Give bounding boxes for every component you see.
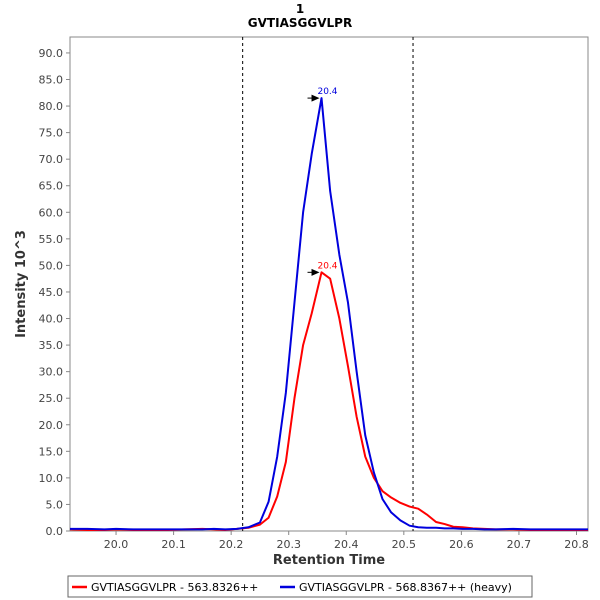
y-axis-label: Intensity 10^3 [14,230,29,338]
x-tick-label-0: 20.0 [104,538,129,551]
chart-title: 1 [296,2,304,16]
y-tick-label-16: 80.0 [39,100,64,113]
peak-boundaries [242,37,414,531]
y-tick-label-4: 20.0 [39,419,64,432]
y-tick-label-14: 70.0 [39,153,64,166]
x-axis-ticks: 20.0 20.1 20.2 20.3 20.4 20.5 20.6 20.7 20.8 [104,531,589,551]
plot-area [69,36,589,532]
y-tick-label-11: 55.0 [39,233,64,246]
y-tick-label-7: 35.0 [39,339,64,352]
y-tick-label-15: 75.0 [39,127,64,140]
x-tick-label-4: 20.4 [334,538,359,551]
peak-label-1: 20.4 [317,87,337,97]
y-tick-label-1: 5.0 [46,498,64,511]
series-lines [69,97,588,531]
y-tick-label-10: 50.0 [39,259,64,272]
y-tick-label-12: 60.0 [39,206,64,219]
y-tick-label-5: 25.0 [39,392,64,405]
series-line-1 [70,97,588,531]
y-axis-ticks: 0.0 5.0 10.0 15.0 20.0 25.0 30.0 35.0 40.0 45.0 50… [39,47,70,538]
y-tick-label-8: 40.0 [39,313,64,326]
peak-label-0: 20.4 [317,261,337,271]
y-tick-label-2: 10.0 [39,472,64,485]
legend-entry-light: GVTIASGGVLPR - 563.8326++ [91,581,258,594]
x-axis-label: Retention Time [273,553,385,568]
x-tick-label-5: 20.5 [392,538,417,551]
peak-markers: 20.4 20.4 [307,87,338,276]
legend-entry-heavy: GVTIASGGVLPR - 568.8367++ (heavy) [299,581,512,594]
y-tick-label-17: 85.0 [39,73,64,86]
legend-box [67,575,533,598]
x-tick-label-7: 20.7 [507,538,532,551]
x-tick-label-8: 20.8 [564,538,589,551]
x-tick-label-1: 20.1 [161,538,186,551]
peak-arrow-0 [311,268,320,276]
peak-arrow-1 [311,94,320,102]
x-tick-label-2: 20.2 [219,538,244,551]
legend: GVTIASGGVLPR - 563.8326++ GVTIASGGVLPR -… [67,575,533,598]
x-tick-label-3: 20.3 [276,538,301,551]
y-tick-label-18: 90.0 [39,47,64,60]
y-tick-label-3: 15.0 [39,445,64,458]
y-tick-label-0: 0.0 [46,525,64,538]
y-tick-label-9: 45.0 [39,286,64,299]
y-tick-label-13: 65.0 [39,180,64,193]
chart-subtitle: GVTIASGGVLPR [248,16,352,30]
y-tick-label-6: 30.0 [39,366,64,379]
x-tick-label-6: 20.6 [449,538,474,551]
